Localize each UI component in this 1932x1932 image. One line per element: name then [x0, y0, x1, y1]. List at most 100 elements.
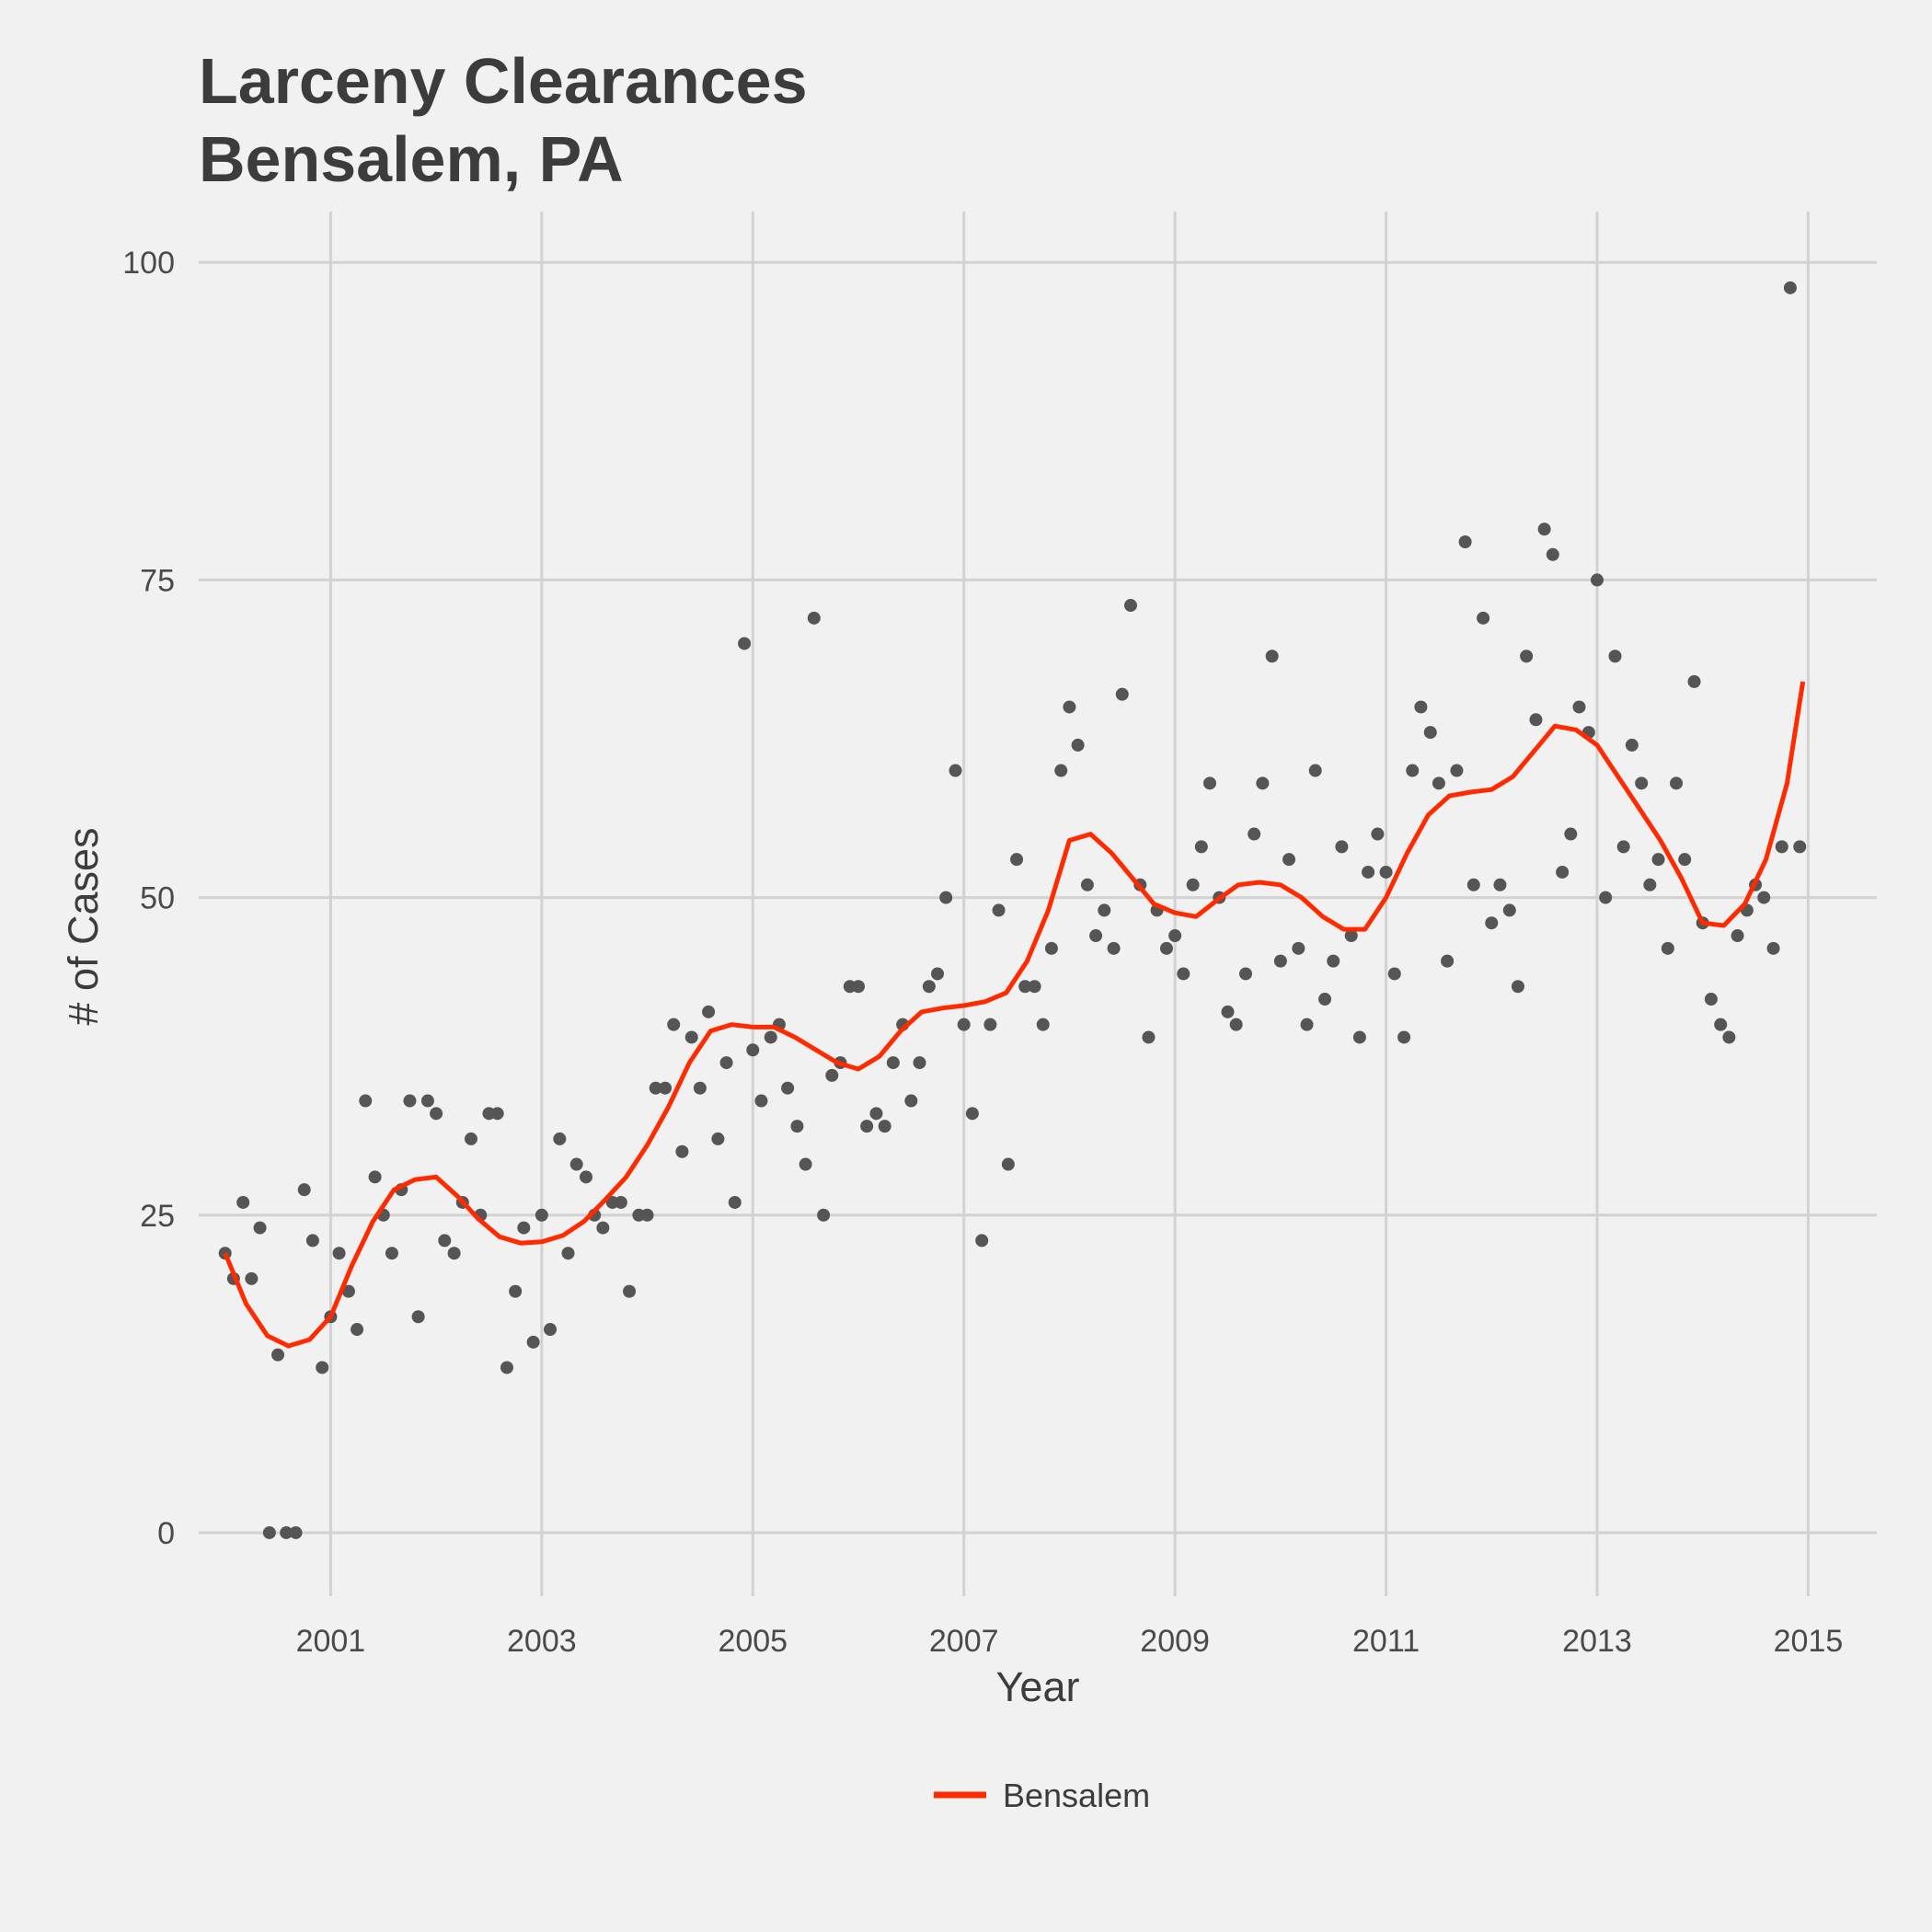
data-point: [1397, 1030, 1411, 1044]
x-tick-label: 2003: [507, 1624, 577, 1659]
data-point: [430, 1107, 443, 1121]
data-point: [1318, 993, 1332, 1006]
data-point: [509, 1284, 523, 1298]
gridlines: [199, 212, 1877, 1596]
x-tick-label: 2013: [1562, 1624, 1632, 1659]
data-point: [1300, 1018, 1314, 1031]
y-axis-ticks: 0 25 50 75 100: [122, 246, 175, 1551]
data-point: [1292, 941, 1305, 955]
data-point: [1202, 776, 1216, 790]
data-point: [1327, 954, 1340, 968]
data-point: [869, 1107, 883, 1121]
data-point: [368, 1170, 382, 1184]
x-tick-label: 2005: [718, 1624, 788, 1659]
data-point: [965, 1107, 979, 1121]
legend-label: Bensalem: [1003, 1777, 1150, 1814]
data-point: [1731, 929, 1744, 943]
data-point: [931, 967, 945, 981]
data-point: [544, 1323, 558, 1337]
data-point: [719, 1056, 733, 1070]
data-point: [1186, 878, 1200, 891]
data-point: [649, 1081, 662, 1095]
data-point: [623, 1284, 637, 1298]
y-axis-title: # of Cases: [60, 827, 107, 1025]
y-tick-label: 50: [140, 881, 175, 916]
data-point: [992, 903, 1006, 917]
data-point: [305, 1234, 319, 1248]
data-point: [1599, 891, 1613, 904]
data-point: [1529, 713, 1543, 727]
data-points: [218, 281, 1807, 1539]
data-point: [640, 1208, 654, 1222]
data-point: [851, 980, 865, 994]
data-point: [1238, 967, 1252, 981]
data-point: [1722, 1030, 1736, 1044]
smooth-line: [223, 681, 1806, 1349]
data-point: [1089, 929, 1103, 943]
legend: Bensalem: [934, 1777, 1150, 1814]
data-point: [1194, 840, 1208, 854]
data-point: [1783, 281, 1797, 294]
data-point: [1362, 865, 1375, 879]
data-point: [1511, 980, 1524, 994]
data-point: [817, 1208, 831, 1222]
data-point: [553, 1132, 567, 1145]
data-point: [385, 1247, 398, 1260]
data-point: [1159, 941, 1173, 955]
x-tick-label: 2009: [1140, 1624, 1210, 1659]
data-point: [738, 637, 752, 650]
data-point: [1572, 700, 1586, 714]
data-point: [1564, 827, 1578, 841]
data-point: [1556, 865, 1570, 879]
data-point: [1775, 840, 1788, 854]
data-point: [1502, 903, 1516, 917]
data-point: [580, 1170, 593, 1184]
data-point: [526, 1335, 540, 1349]
data-point: [878, 1120, 891, 1133]
data-point: [957, 1018, 971, 1031]
data-point: [675, 1144, 689, 1158]
data-point: [332, 1247, 346, 1260]
data-point: [1520, 650, 1534, 663]
data-point: [1142, 1030, 1156, 1044]
data-point: [983, 1018, 997, 1031]
data-point: [781, 1081, 795, 1095]
data-point: [1608, 650, 1622, 663]
data-point: [922, 980, 936, 994]
data-point: [1591, 573, 1604, 587]
data-point: [569, 1157, 583, 1171]
y-tick-label: 25: [140, 1199, 175, 1234]
data-point: [1661, 941, 1674, 955]
data-point: [1485, 916, 1499, 930]
data-point: [764, 1030, 777, 1044]
y-tick-label: 75: [140, 563, 175, 598]
data-point: [316, 1361, 329, 1374]
data-point: [517, 1221, 531, 1235]
data-point: [1098, 903, 1111, 917]
x-tick-label: 2015: [1774, 1624, 1844, 1659]
data-point: [1123, 599, 1137, 613]
data-point: [1458, 535, 1472, 548]
data-point: [1001, 1157, 1015, 1171]
data-point: [1450, 764, 1464, 777]
chart-title-line-2: Bensalem, PA: [199, 123, 624, 195]
data-point: [236, 1195, 250, 1209]
data-point: [1466, 878, 1480, 891]
data-point: [913, 1056, 926, 1070]
data-point: [438, 1234, 452, 1248]
y-tick-label: 0: [157, 1516, 175, 1551]
data-point: [1766, 941, 1780, 955]
x-tick-label: 2001: [296, 1624, 366, 1659]
data-point: [1221, 1005, 1235, 1018]
data-point: [341, 1284, 355, 1298]
data-point: [411, 1310, 425, 1324]
data-point: [1678, 853, 1692, 867]
data-point: [1643, 878, 1657, 891]
data-point: [262, 1525, 276, 1539]
data-point: [1625, 738, 1639, 752]
data-point: [1379, 865, 1393, 879]
series-line-bensalem: [223, 681, 1806, 1349]
data-point: [535, 1208, 548, 1222]
